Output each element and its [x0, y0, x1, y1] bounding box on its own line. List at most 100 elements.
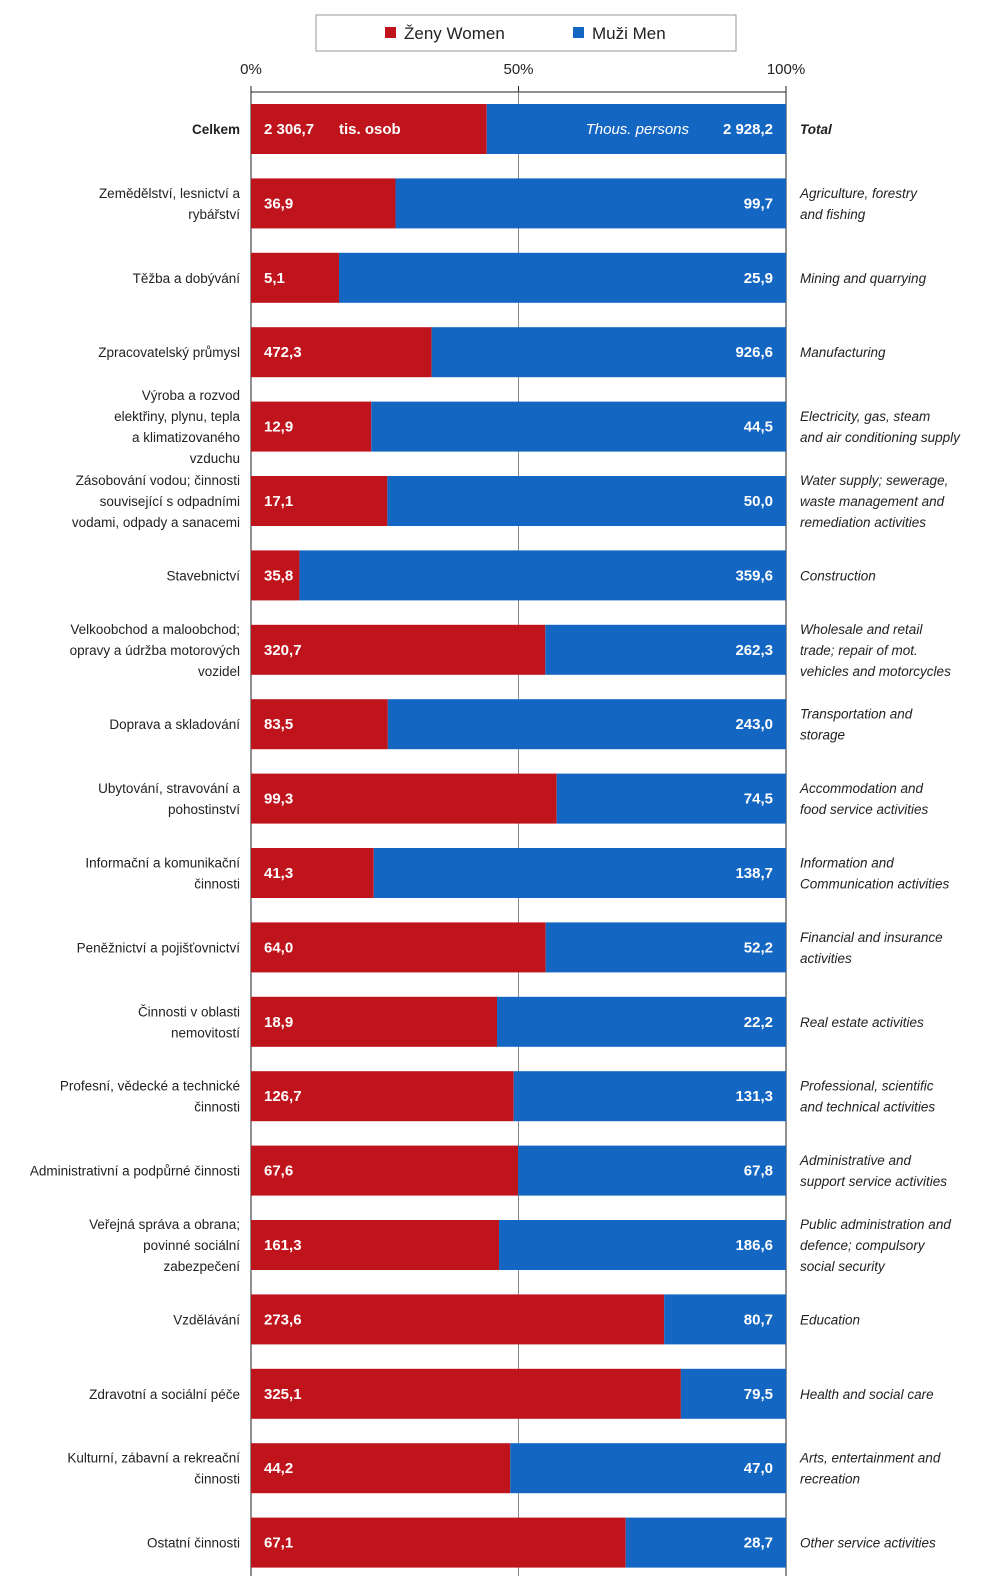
category-label-en: and air conditioning supply — [800, 430, 961, 445]
category-label-en: food service activities — [800, 802, 929, 817]
bar-men — [513, 1071, 786, 1122]
bar-men — [371, 401, 786, 452]
category-label-cz: činnosti — [194, 1100, 240, 1115]
value-label-men: 52,2 — [744, 939, 773, 956]
category-label-en: Professional, scientific — [800, 1079, 934, 1094]
bar-men — [431, 327, 786, 378]
category-label-cz: Ostatní činnosti — [147, 1536, 240, 1551]
bar-women — [251, 848, 374, 898]
bar-women — [251, 550, 300, 601]
category-label-en: and fishing — [800, 207, 866, 222]
value-label-men: 22,2 — [744, 1014, 773, 1031]
bar-women — [251, 699, 388, 750]
category-label-cz: Profesní, vědecké a technické — [60, 1079, 240, 1094]
category-label-en: Total — [800, 122, 832, 137]
value-label-women: 36,9 — [264, 195, 293, 212]
category-label-cz: povinné sociální — [143, 1238, 240, 1253]
category-label-cz: Celkem — [192, 122, 240, 137]
bar-women — [251, 1071, 514, 1122]
category-label-en: support service activities — [800, 1174, 947, 1189]
category-label-en: Water supply; sewerage, — [800, 473, 948, 488]
tick-label: 0% — [240, 61, 262, 78]
category-label-cz: Stavebnictví — [166, 568, 240, 583]
value-label-men: 80,7 — [744, 1311, 773, 1328]
value-label-men: 359,6 — [735, 567, 773, 584]
category-label-cz: Vzdělávání — [173, 1312, 240, 1327]
bar-men — [387, 699, 786, 750]
bar-men — [299, 550, 786, 601]
value-label-women: 126,7 — [264, 1088, 302, 1105]
value-label-men: 28,7 — [744, 1535, 773, 1552]
category-label-en: recreation — [800, 1472, 860, 1487]
category-label-cz: vozidel — [198, 664, 240, 679]
value-label-men: 50,0 — [744, 493, 773, 510]
bar-men — [486, 104, 786, 154]
value-label-men: 79,5 — [744, 1386, 773, 1403]
value-label-men: 262,3 — [735, 642, 773, 659]
bar-women — [251, 624, 546, 675]
legend-swatch-men — [573, 27, 584, 38]
value-label-women: 18,9 — [264, 1014, 293, 1031]
category-label-cz: vodami, odpady a sanacemi — [72, 515, 240, 530]
bar-men — [510, 1443, 786, 1494]
value-label-women: 2 306,7 — [264, 121, 314, 138]
bar-men — [556, 773, 786, 824]
value-label-women: 99,3 — [264, 791, 293, 808]
category-label-cz: Kulturní, zábavní a rekreační — [67, 1451, 240, 1466]
category-label-cz: Administrativní a podpůrné činnosti — [30, 1164, 240, 1179]
bar-women — [251, 922, 546, 973]
bar-men — [625, 1517, 786, 1568]
category-labels: Celkem Total Zemědělství, lesnictví a rybář… — [30, 122, 961, 1551]
value-label-men: 67,8 — [744, 1163, 773, 1180]
category-label-en: and technical activities — [800, 1100, 935, 1115]
bar-men — [339, 252, 786, 303]
category-label-en: Wholesale and retail — [800, 622, 923, 637]
value-label-women: 67,6 — [264, 1163, 293, 1180]
category-label-en: Construction — [800, 568, 876, 583]
bar-men — [664, 1294, 786, 1345]
category-label-cz: Zdravotní a sociální péče — [89, 1387, 240, 1402]
category-label-cz: související s odpadními — [100, 494, 240, 509]
category-label-en: Arts, entertainment and — [799, 1451, 941, 1466]
value-label-women: 5,1 — [264, 270, 285, 287]
category-label-cz: zabezpečení — [163, 1259, 240, 1274]
category-label-en: Other service activities — [800, 1536, 936, 1551]
bar-women — [251, 1220, 500, 1270]
value-label-men: 25,9 — [744, 270, 773, 287]
category-label-en: Financial and insurance — [800, 930, 943, 945]
legend-label-men: Muži Men — [592, 24, 666, 43]
value-label-men: 47,0 — [744, 1460, 773, 1477]
value-label-women: 325,1 — [264, 1386, 302, 1403]
bar-men — [395, 178, 786, 229]
value-label-women: 35,8 — [264, 567, 293, 584]
category-label-cz: rybářství — [188, 207, 240, 222]
bar-men — [680, 1368, 786, 1419]
value-label-men: 186,6 — [735, 1237, 773, 1254]
category-label-en: activities — [800, 951, 852, 966]
bar-women — [251, 1517, 626, 1568]
category-label-en: Administrative and — [799, 1153, 912, 1168]
bar-men — [518, 1145, 786, 1196]
category-label-en: Public administration and — [800, 1217, 951, 1232]
bar-men — [545, 624, 786, 675]
value-label-men: 2 928,2 — [723, 121, 773, 138]
category-label-en: remediation activities — [800, 515, 926, 530]
bar-women — [251, 773, 557, 824]
bar-women — [251, 476, 388, 526]
category-label-en: social security — [800, 1259, 886, 1274]
category-label-en: storage — [800, 728, 845, 743]
value-label-women: 320,7 — [264, 642, 302, 659]
category-label-en: Manufacturing — [800, 345, 886, 360]
value-label-men: 131,3 — [735, 1088, 773, 1105]
bar-men — [499, 1220, 786, 1270]
value-label-women: 83,5 — [264, 716, 293, 733]
category-label-cz: činnosti — [194, 1472, 240, 1487]
category-label-en: waste management and — [800, 494, 945, 509]
bar-women — [251, 178, 396, 229]
category-label-en: Mining and quarrying — [800, 271, 927, 286]
category-label-cz: a klimatizovaného — [132, 430, 240, 445]
bar-women — [251, 1368, 681, 1419]
category-label-cz: Ubytování, stravování a — [98, 781, 240, 796]
bar-women — [251, 1294, 665, 1345]
